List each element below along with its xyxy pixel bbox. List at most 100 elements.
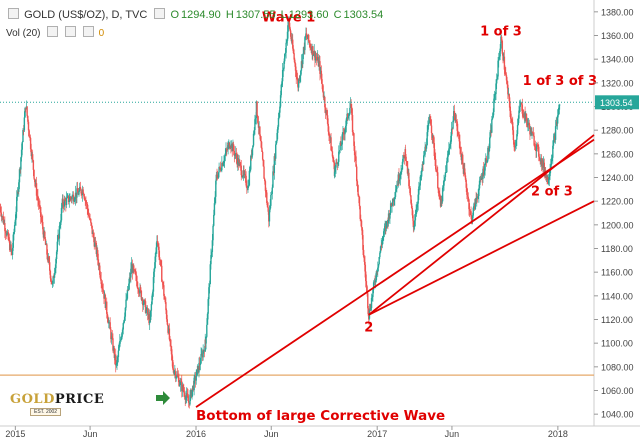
- candle-body: [400, 171, 402, 174]
- candle-body: [444, 177, 446, 180]
- settings-icon[interactable]: [47, 26, 59, 37]
- candle-body: [21, 142, 23, 150]
- y-tick-label: 1100.00: [601, 339, 633, 349]
- candle-body: [262, 159, 265, 167]
- candle-body: [152, 291, 154, 296]
- candle-body: [367, 293, 369, 309]
- candle-body: [101, 283, 103, 286]
- collapse-icon[interactable]: [8, 8, 19, 19]
- candle-body: [367, 308, 370, 317]
- candle-body: [546, 174, 548, 180]
- candle-body: [19, 169, 21, 171]
- candle-body: [327, 123, 329, 132]
- candle-body: [381, 239, 384, 245]
- candle-body: [322, 84, 324, 92]
- candle-body: [7, 232, 10, 240]
- candle-body: [59, 224, 61, 226]
- candle-body: [332, 156, 334, 162]
- candle-body: [161, 265, 163, 282]
- candle-body: [22, 129, 24, 143]
- candle-body: [385, 221, 388, 229]
- candle-body: [505, 73, 507, 76]
- candle-body: [219, 166, 221, 168]
- annotations: Wave 1 1 of 3 1 of 3 of 3 2 of 3 2 Bottom of …: [196, 10, 597, 424]
- candle-body: [172, 368, 175, 373]
- candle-body: [187, 396, 189, 401]
- candle-body: [474, 198, 477, 209]
- candle-body: [302, 47, 305, 54]
- candle-body: [286, 31, 289, 41]
- candle-body: [239, 161, 241, 164]
- candle-body: [158, 246, 160, 258]
- candle-body: [360, 219, 362, 221]
- candle-body: [358, 195, 360, 197]
- candle-body: [264, 181, 267, 191]
- candle-body: [130, 268, 133, 269]
- candle-body: [172, 360, 174, 369]
- candle-body: [417, 194, 419, 204]
- candle-body: [512, 130, 515, 141]
- candle-body: [268, 209, 271, 222]
- candle-body: [359, 206, 361, 220]
- candle-body: [154, 252, 157, 263]
- visibility-icon[interactable]: [154, 8, 166, 19]
- candle-body: [484, 163, 486, 171]
- candle-body: [165, 310, 168, 320]
- candle-body: [448, 146, 451, 149]
- candle-body: [146, 308, 149, 315]
- candle-body: [500, 36, 503, 41]
- candle-body: [511, 120, 513, 123]
- candle-body: [42, 221, 44, 230]
- candle-body: [353, 133, 355, 146]
- candle-body: [419, 176, 421, 186]
- candle-body: [338, 151, 340, 162]
- candle-body: [485, 158, 488, 163]
- candle-body: [455, 120, 458, 122]
- candle-body: [370, 308, 372, 311]
- candle-body: [307, 34, 310, 42]
- y-tick-label: 1260.00: [601, 149, 634, 159]
- trendlines: [195, 134, 595, 408]
- candle-body: [334, 167, 337, 172]
- candle-body: [331, 151, 334, 157]
- candle-body: [124, 307, 127, 317]
- candle-body: [377, 267, 379, 273]
- candle-body: [120, 338, 122, 340]
- candle-body: [60, 220, 62, 225]
- candle-body: [252, 145, 254, 149]
- candle-body: [279, 106, 281, 113]
- candle-body: [52, 276, 54, 284]
- candle-body: [37, 200, 40, 205]
- candle-body: [44, 231, 46, 240]
- candle-body: [394, 196, 396, 199]
- candle-body: [128, 283, 130, 290]
- candle-body: [405, 156, 407, 162]
- candle-body: [15, 211, 17, 220]
- close-icon[interactable]: [82, 26, 94, 37]
- candle-body: [476, 197, 478, 200]
- candle-body: [371, 296, 373, 299]
- candle-body: [447, 153, 449, 157]
- candle-body: [82, 189, 84, 194]
- candle-body: [134, 270, 136, 274]
- candle-body: [468, 209, 471, 212]
- candle-body: [437, 172, 439, 188]
- candle-body: [357, 185, 359, 196]
- candle-body: [263, 166, 265, 179]
- candle-body: [347, 113, 349, 119]
- wave-annotation: Wave 1: [262, 10, 316, 25]
- candle-body: [333, 171, 336, 176]
- candle-body: [538, 146, 540, 157]
- candle-body: [398, 178, 401, 181]
- candle-body: [500, 41, 502, 49]
- candle-body: [493, 98, 495, 112]
- candle-body: [315, 57, 318, 59]
- x-tick-label: 2016: [186, 429, 206, 439]
- candle-body: [99, 265, 101, 275]
- candle-body: [127, 289, 129, 291]
- candle-body: [182, 385, 184, 391]
- hide-icon[interactable]: [65, 26, 77, 37]
- candle-body: [157, 243, 160, 247]
- candle-body: [241, 175, 243, 177]
- volume-label: Vol (20): [6, 28, 41, 39]
